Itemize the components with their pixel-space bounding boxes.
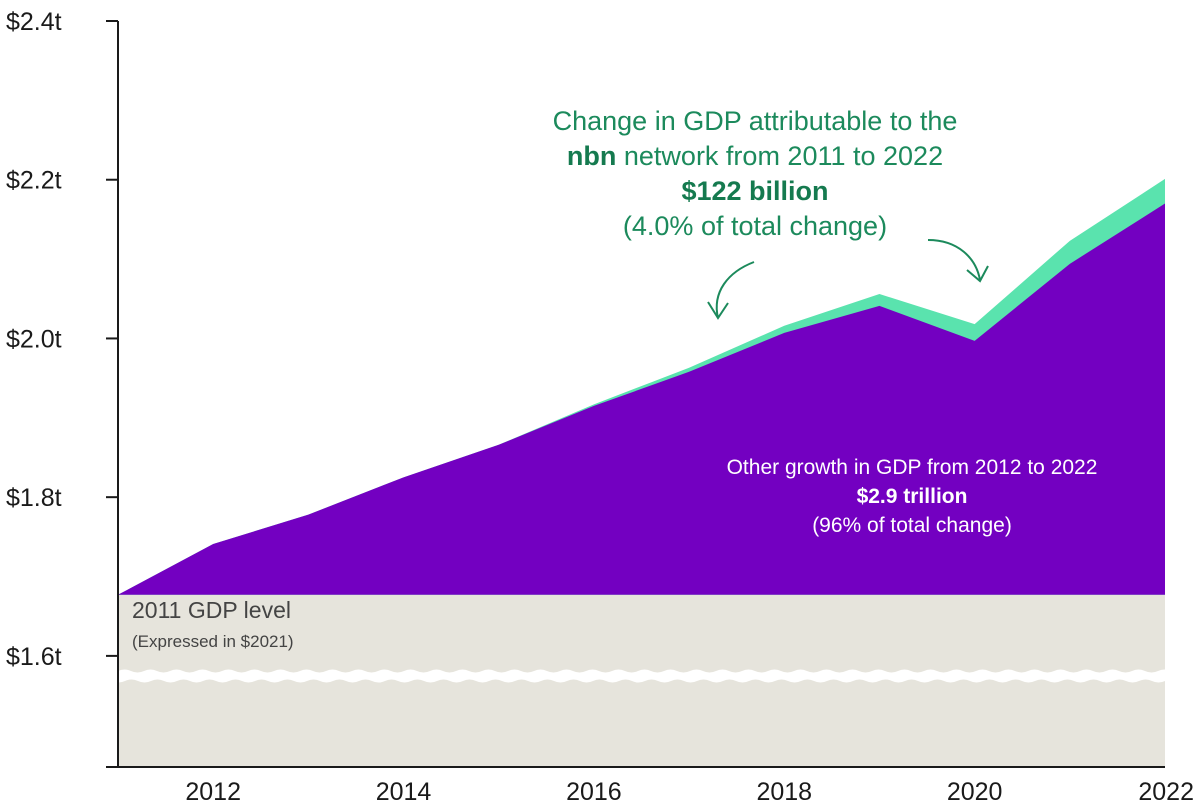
x-tick-label: 2020 [947,778,1003,805]
left-arrowhead [707,301,729,320]
nbn-annotation-share: (4.0% of total change) [623,211,887,241]
x-tick-label: 2012 [185,778,241,805]
x-tick-label: 2014 [376,778,432,805]
other-annotation-line1: Other growth in GDP from 2012 to 2022 [727,456,1098,479]
right-arrow [927,239,981,281]
nbn-annotation-line1: Change in GDP attributable to the [553,106,958,136]
nbn-brand-word: nbn [567,141,616,171]
right-arrowhead [966,265,989,283]
base-annotation-line1: 2011 GDP level [132,597,291,623]
left-arrow [715,261,755,319]
other-annotation-share: (96% of total change) [812,514,1012,537]
y-tick-label: $2.2t [6,167,62,195]
other-annotation: Other growth in GDP from 2012 to 2022 $2… [727,456,1098,537]
y-tick-label: $1.8t [6,484,62,512]
other-annotation-value: $2.9 trillion [857,485,968,508]
x-tick-group: 2012 2014 2016 2018 2020 2022 [185,778,1194,805]
x-tick-label: 2018 [756,778,812,805]
y-tick-label: $2.0t [6,325,62,353]
x-tick-label: 2016 [566,778,622,805]
nbn-annotation-line2: nbn network from 2011 to 2022 [567,141,943,171]
y-tick-label: $2.4t [6,8,62,36]
axis-break [99,669,1191,683]
x-tick-label: 2022 [1138,778,1194,805]
nbn-annotation-line2-rest: network from 2011 to 2022 [616,141,943,171]
nbn-annotation: Change in GDP attributable to the nbn ne… [553,106,989,320]
nbn-annotation-value: $122 billion [681,176,828,206]
other-growth-area [118,203,1165,595]
base-annotation: 2011 GDP level (Expressed in $2021) [132,597,294,651]
base-annotation-line2: (Expressed in $2021) [132,632,294,651]
y-tick-label: $1.6t [6,643,62,671]
y-tick-group: $2.4t $2.2t $2.0t $1.8t $1.6t [6,8,118,671]
